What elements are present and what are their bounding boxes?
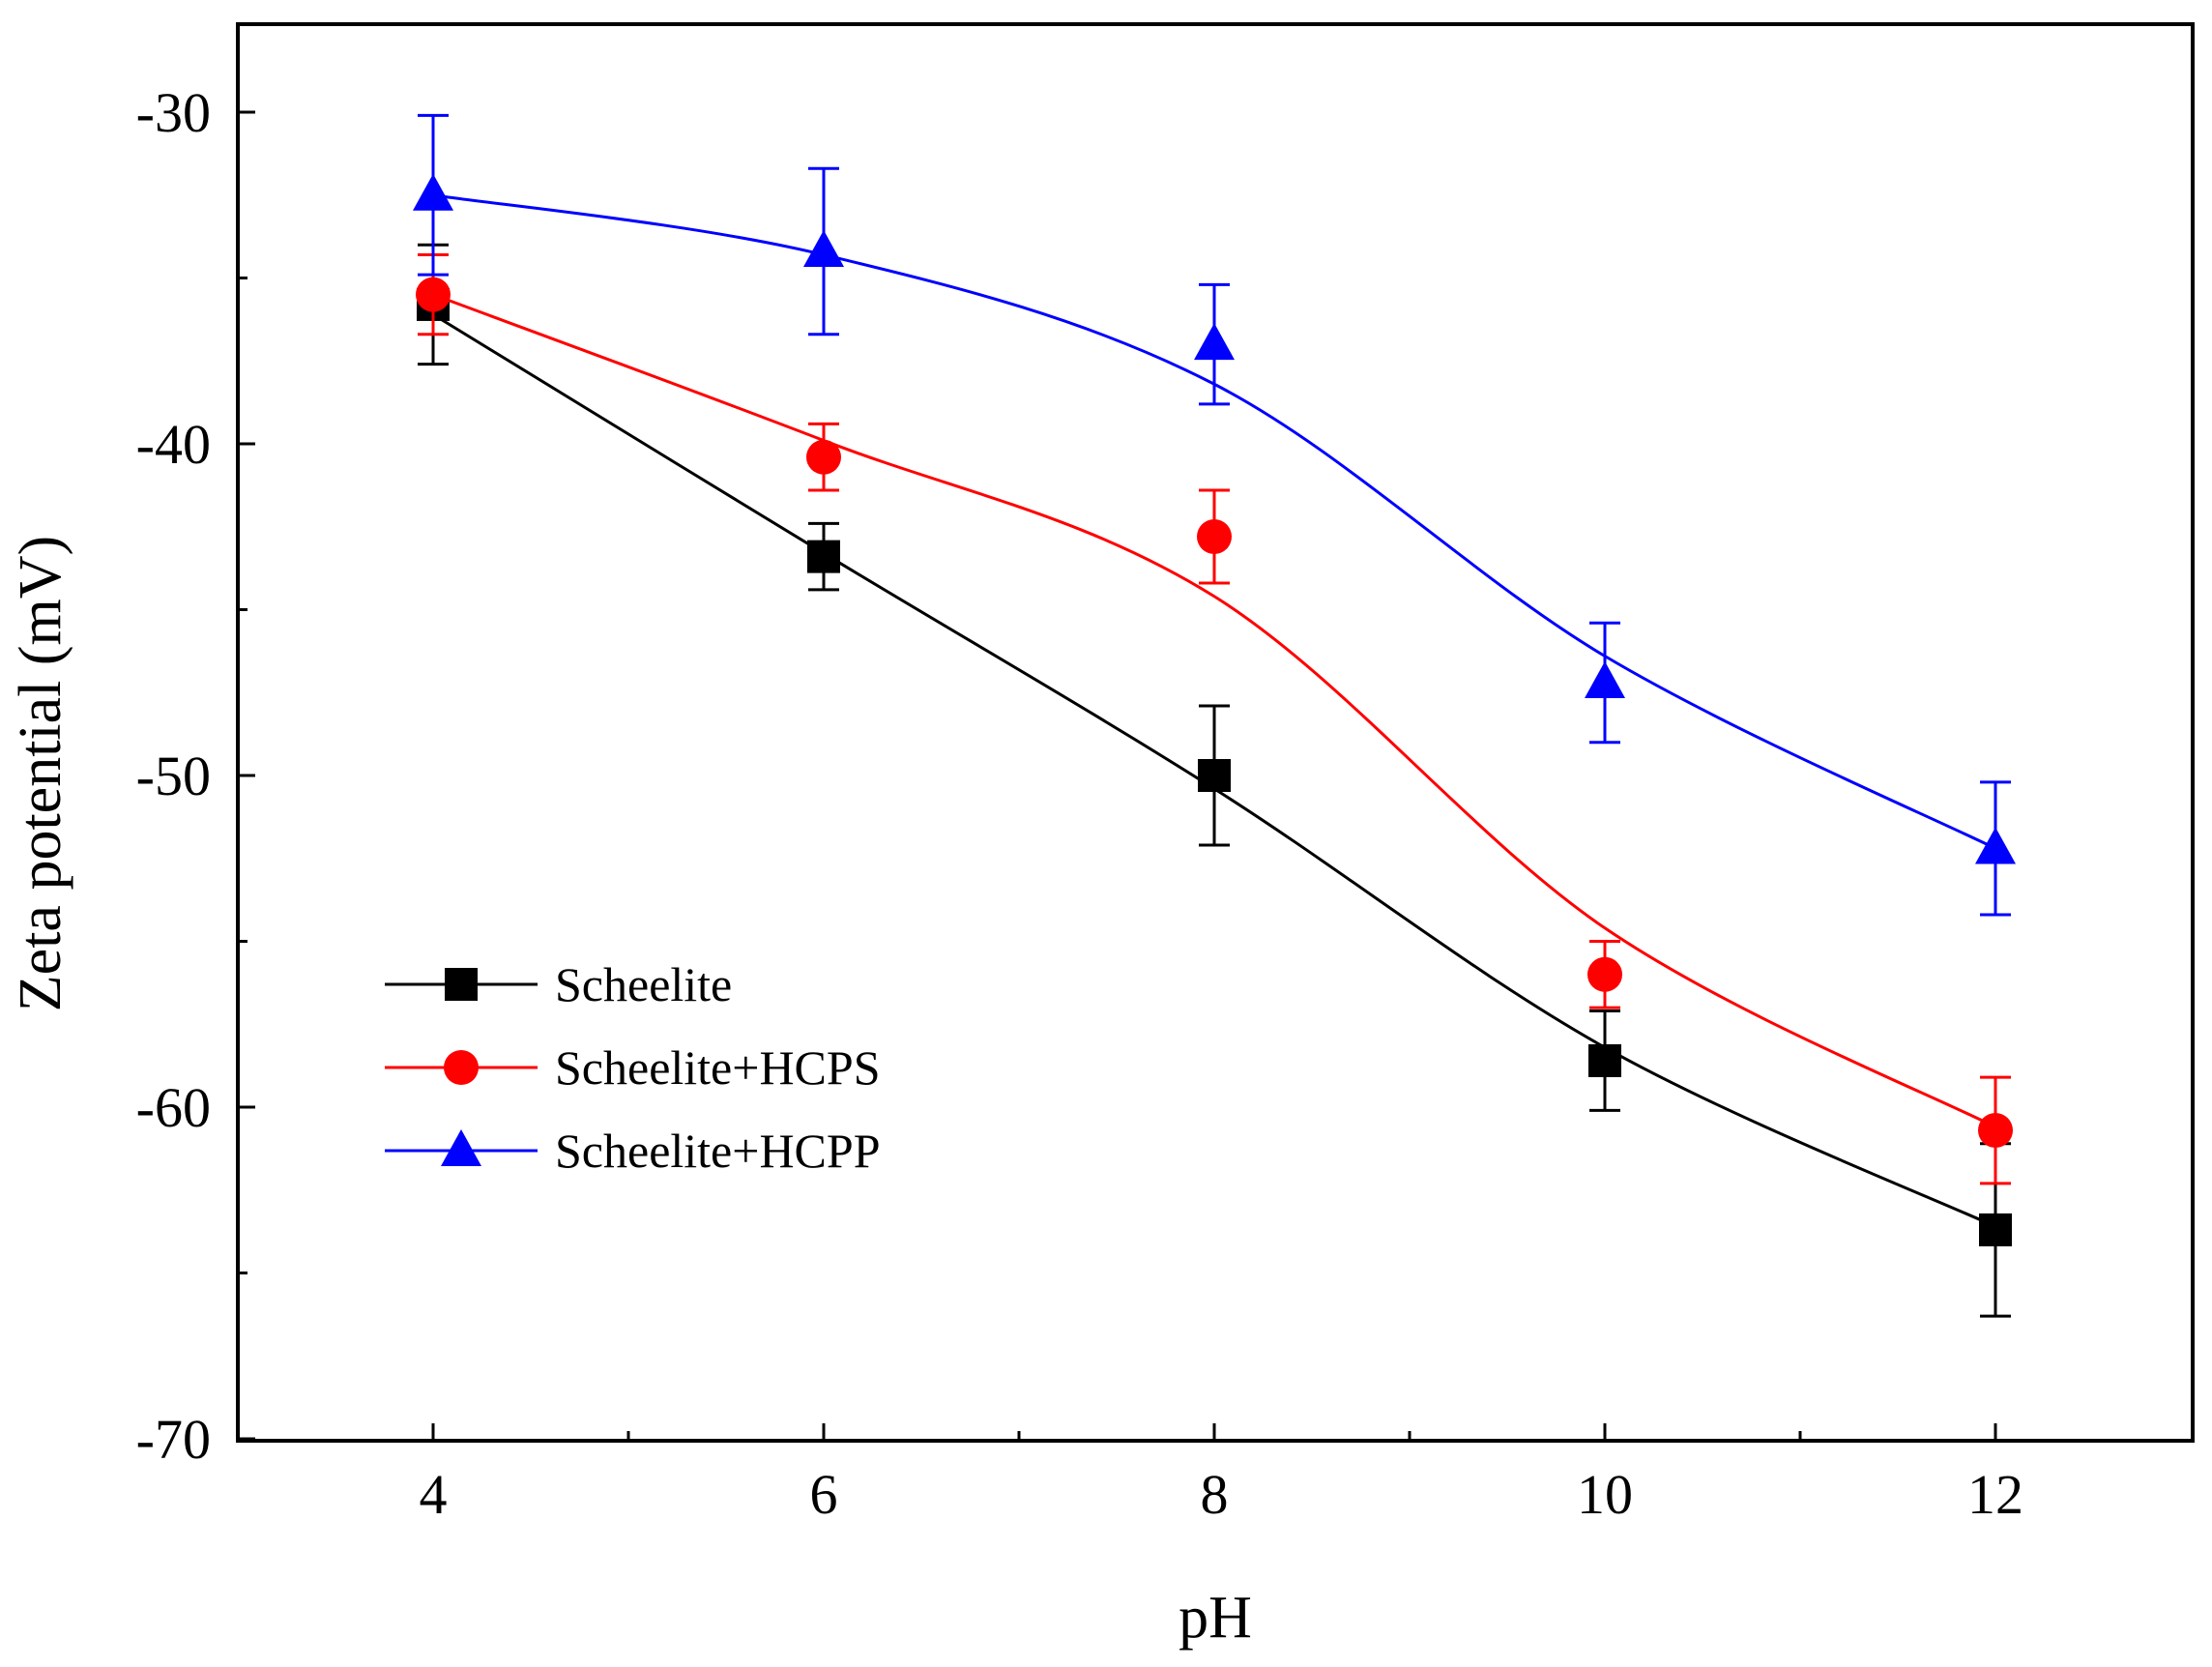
y-tick-label: -30 xyxy=(136,81,211,144)
legend-label: Scheelite xyxy=(555,957,732,1011)
data-point xyxy=(803,230,844,268)
y-tick-label: -40 xyxy=(136,413,211,476)
data-point xyxy=(1585,660,1625,698)
x-axis-title: pH xyxy=(1179,1585,1252,1651)
data-point xyxy=(1198,759,1231,792)
data-point xyxy=(1975,827,2016,864)
chart-frame-layer: 4 6 8 10 12 -30 -40 -50 -60 -70 xyxy=(136,22,2195,1526)
y-tick-label: -60 xyxy=(136,1076,211,1139)
x-tick-label: 10 xyxy=(1577,1463,1633,1526)
x-tick-label: 4 xyxy=(420,1463,448,1526)
legend-marker xyxy=(445,968,478,1001)
data-point xyxy=(1194,323,1235,361)
y-axis-title: Zeta potential (mV) xyxy=(8,536,73,1011)
legend: Scheelite Scheelite+HCPS Scheelite+HCPP xyxy=(385,957,881,1178)
data-point xyxy=(807,540,840,573)
data-point xyxy=(1979,1213,2012,1246)
x-tick-label: 12 xyxy=(1967,1463,2023,1526)
legend-marker xyxy=(444,1050,479,1085)
x-tick-label: 8 xyxy=(1201,1463,1229,1526)
series-scheelite-hcpp xyxy=(413,113,2016,917)
fit-line xyxy=(432,293,1996,1128)
legend-label: Scheelite+HCPP xyxy=(555,1124,881,1178)
series-layer xyxy=(413,113,2016,1318)
y-tick-label: -70 xyxy=(136,1408,211,1471)
data-point xyxy=(413,173,453,211)
legend-item: Scheelite xyxy=(385,957,732,1011)
fit-line xyxy=(432,193,1996,850)
data-point xyxy=(1197,519,1232,555)
series-scheelite-hcps xyxy=(416,252,2013,1185)
x-tick-label: 6 xyxy=(810,1463,838,1526)
data-point xyxy=(416,277,451,312)
data-point xyxy=(1978,1113,2013,1149)
y-tick-label: -50 xyxy=(136,745,211,807)
data-point xyxy=(1587,956,1622,992)
legend-marker xyxy=(441,1129,481,1166)
legend-label: Scheelite+HCPS xyxy=(555,1040,881,1095)
legend-item: Scheelite+HCPS xyxy=(385,1040,881,1095)
legend-item: Scheelite+HCPP xyxy=(385,1124,881,1178)
data-point xyxy=(806,439,841,475)
data-point xyxy=(1588,1043,1621,1077)
